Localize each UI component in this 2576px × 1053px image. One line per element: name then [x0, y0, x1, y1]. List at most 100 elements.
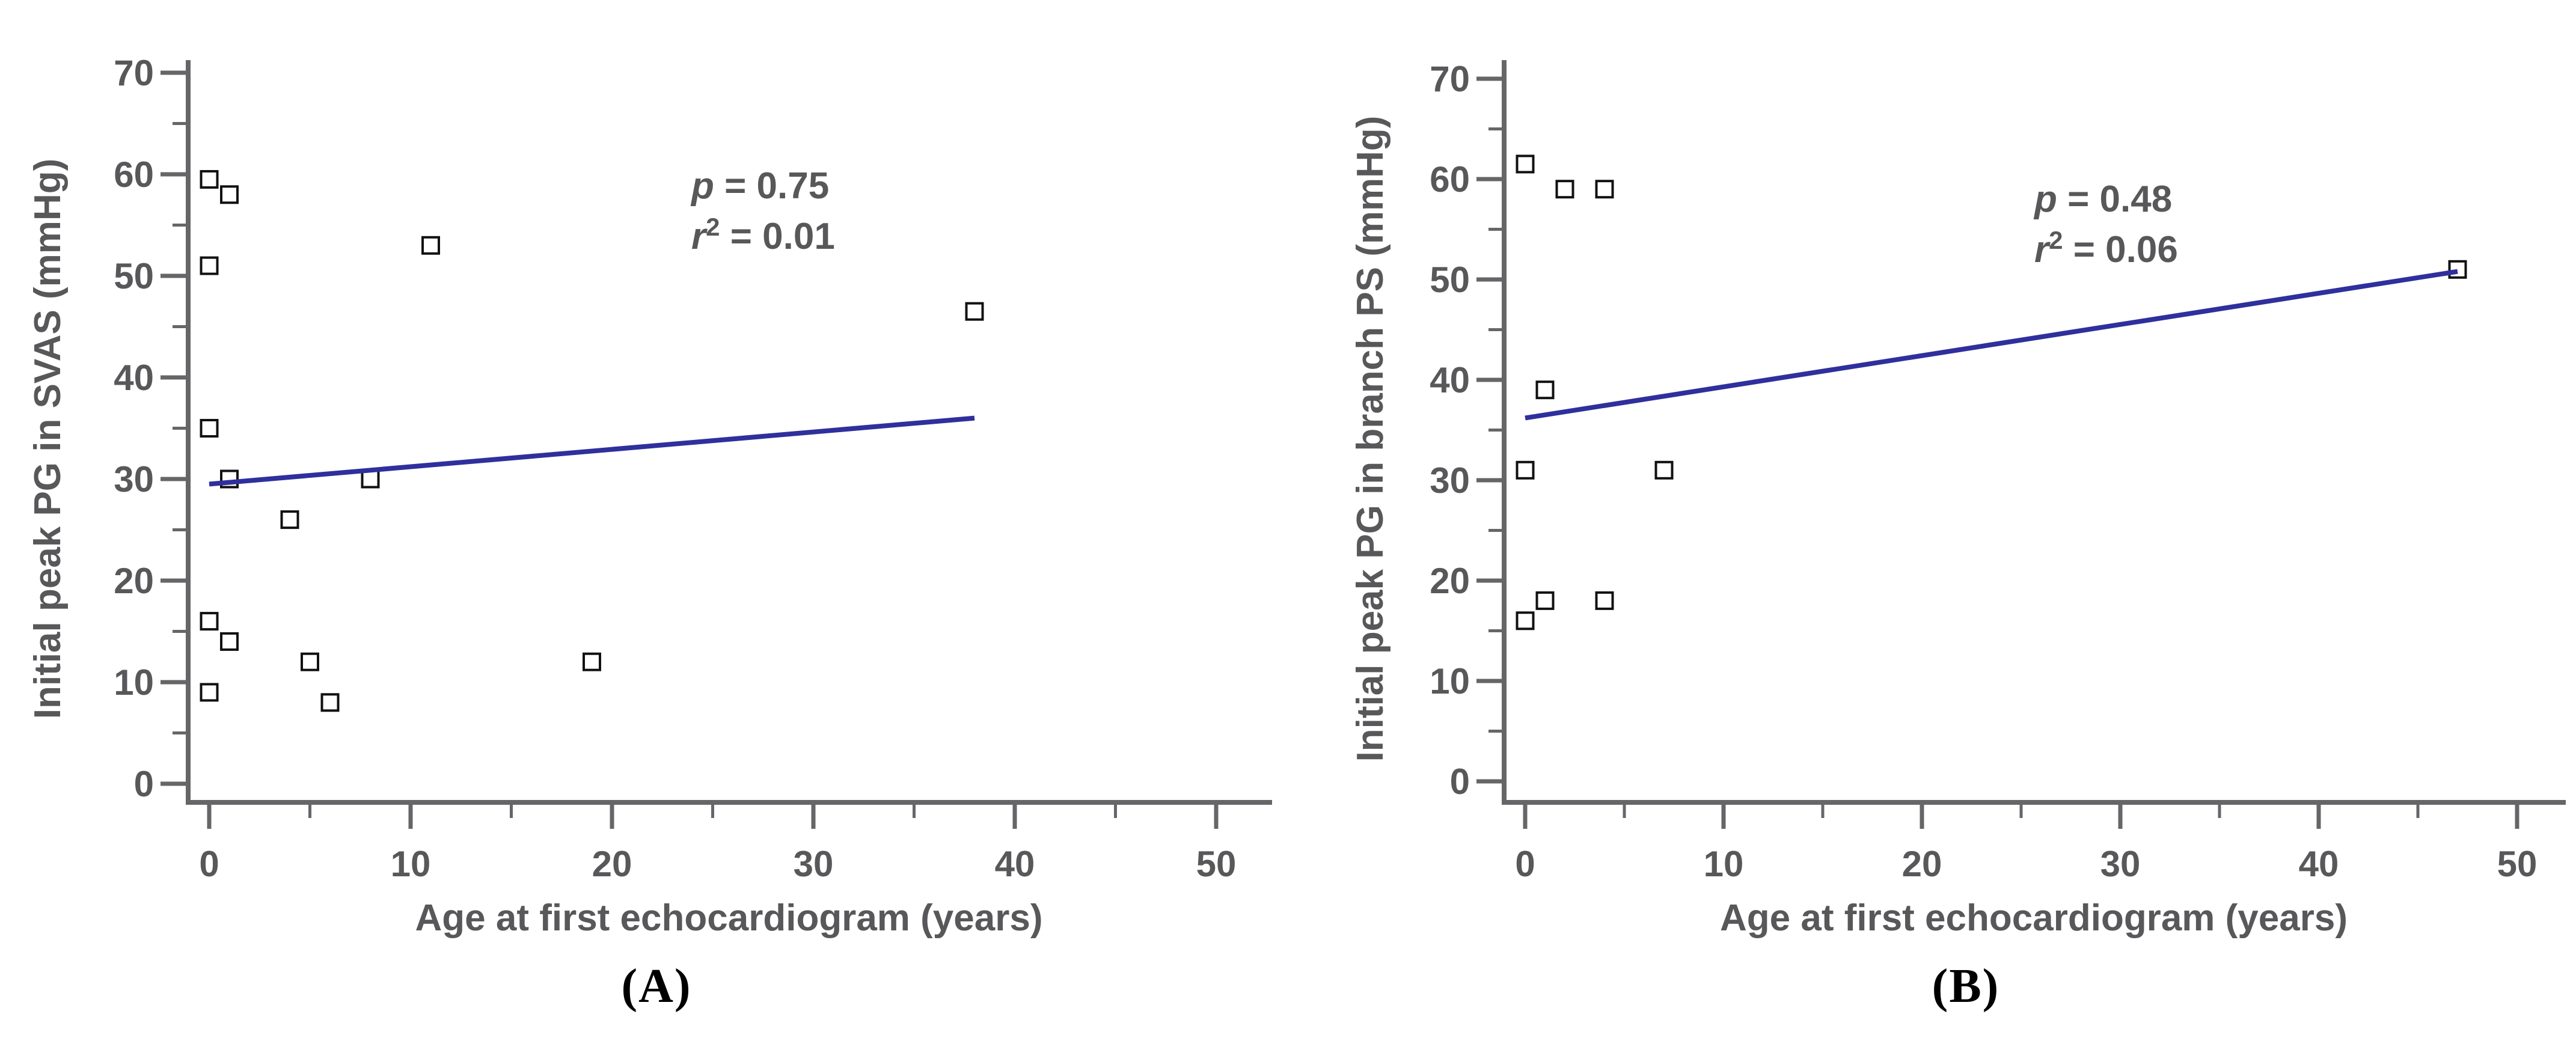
x-major-tick	[2118, 802, 2123, 829]
x-tick-label: 40	[2299, 844, 2339, 884]
panel-B-caption: (B)	[1932, 960, 2000, 1013]
y-minor-tick	[173, 528, 188, 531]
y-axis-title: Initial peak PG in SVAS (mmHg)	[27, 159, 69, 719]
x-tick-label: 50	[2497, 844, 2538, 884]
x-minor-tick	[711, 802, 714, 818]
data-point-marker	[1535, 380, 1555, 400]
stats-p-value: p = 0.48	[2033, 179, 2172, 220]
data-point-marker	[200, 256, 219, 275]
data-point-marker	[1516, 460, 1535, 480]
y-tick-label: 40	[1430, 360, 1470, 400]
x-major-tick	[1012, 802, 1017, 829]
x-major-tick	[811, 802, 816, 829]
data-point-marker	[220, 185, 239, 204]
y-major-tick	[161, 172, 188, 177]
y-major-tick	[1476, 76, 1504, 81]
y-tick-label: 10	[114, 662, 154, 703]
x-minor-tick	[1821, 802, 1825, 818]
x-axis-title: Age at first echocardiogram (years)	[415, 897, 1042, 939]
y-axis-spine	[186, 60, 191, 805]
y-minor-tick	[173, 122, 188, 125]
regression-line	[209, 415, 975, 487]
x-major-tick	[1214, 802, 1219, 829]
y-major-tick	[161, 781, 188, 786]
x-minor-tick	[2218, 802, 2221, 818]
stats-p-value: p = 0.75	[690, 165, 829, 207]
panel-A-caption: (A)	[621, 960, 692, 1013]
regression-line	[1525, 269, 2458, 421]
y-tick-label: 40	[114, 358, 154, 398]
y-major-tick	[1476, 779, 1504, 784]
y-major-tick	[161, 578, 188, 583]
y-minor-tick	[1488, 328, 1504, 331]
data-point-marker	[200, 683, 219, 702]
data-point-marker	[1595, 591, 1614, 610]
data-point-marker	[1595, 180, 1614, 199]
data-point-marker	[2448, 260, 2467, 279]
y-axis-spine	[1502, 60, 1507, 805]
data-point-marker	[200, 612, 219, 631]
data-point-marker	[965, 302, 984, 321]
y-major-tick	[161, 70, 188, 75]
y-tick-label: 20	[1430, 561, 1470, 601]
x-major-tick	[2316, 802, 2321, 829]
y-major-tick	[1476, 478, 1504, 483]
y-minor-tick	[173, 731, 188, 734]
y-tick-label: 10	[1430, 661, 1470, 701]
data-point-marker	[361, 469, 380, 489]
data-point-marker	[1555, 180, 1574, 199]
y-major-tick	[1476, 277, 1504, 282]
x-tick-label: 50	[1196, 844, 1237, 884]
y-major-tick	[1476, 377, 1504, 382]
data-point-marker	[280, 510, 299, 530]
y-major-tick	[161, 680, 188, 685]
y-minor-tick	[1488, 529, 1504, 532]
x-tick-label: 20	[592, 844, 632, 884]
y-major-tick	[161, 477, 188, 481]
x-axis-title: Age at first echocardiogram (years)	[1720, 897, 2348, 939]
scatter-chart-branch-ps: 0 10 20 30 40 50 60 70 0 10 20 30 40 50 Age at first e…	[1350, 59, 2566, 939]
y-tick-label: 50	[114, 256, 154, 296]
y-minor-tick	[173, 630, 188, 633]
data-point-marker	[583, 652, 601, 671]
x-tick-label: 20	[1902, 844, 1942, 884]
x-minor-tick	[308, 802, 311, 818]
y-tick-label: 0	[1450, 762, 1470, 802]
y-tick-label: 50	[1430, 260, 1470, 300]
x-minor-tick	[913, 802, 916, 818]
data-point-marker	[421, 236, 440, 255]
y-tick-label: 30	[114, 459, 154, 499]
x-minor-tick	[2416, 802, 2420, 818]
x-major-tick	[207, 802, 212, 829]
stats-r-squared: r2 = 0.06	[2034, 226, 2178, 270]
x-tick-label: 0	[1515, 844, 1535, 884]
x-tick-label: 40	[995, 844, 1035, 884]
y-tick-label: 20	[114, 561, 154, 601]
y-minor-tick	[1488, 127, 1504, 130]
x-tick-label: 30	[794, 844, 834, 884]
x-tick-label: 0	[199, 844, 219, 884]
y-major-tick	[161, 273, 188, 278]
y-minor-tick	[173, 325, 188, 328]
x-tick-label: 10	[391, 844, 431, 884]
x-tick-label: 10	[1704, 844, 1744, 884]
data-point-marker	[1516, 154, 1535, 174]
y-minor-tick	[1488, 629, 1504, 632]
data-point-marker	[220, 632, 239, 651]
x-minor-tick	[510, 802, 513, 818]
x-axis-spine	[186, 800, 1272, 805]
y-tick-label: 0	[134, 764, 154, 804]
data-point-marker	[200, 169, 219, 189]
data-point-marker	[1516, 611, 1535, 630]
y-major-tick	[1476, 679, 1504, 683]
y-minor-tick	[173, 427, 188, 430]
data-point-marker	[1654, 460, 1674, 480]
x-tick-label: 30	[2100, 844, 2141, 884]
data-point-marker	[1535, 591, 1555, 610]
y-major-tick	[1476, 578, 1504, 583]
y-major-tick	[1476, 177, 1504, 182]
x-minor-tick	[2019, 802, 2023, 818]
x-major-tick	[1920, 802, 1924, 829]
y-minor-tick	[1488, 730, 1504, 733]
panel-B: 0 10 20 30 40 50 60 70 0 10 20 30 40 50 Age at first e…	[1288, 0, 2575, 1053]
